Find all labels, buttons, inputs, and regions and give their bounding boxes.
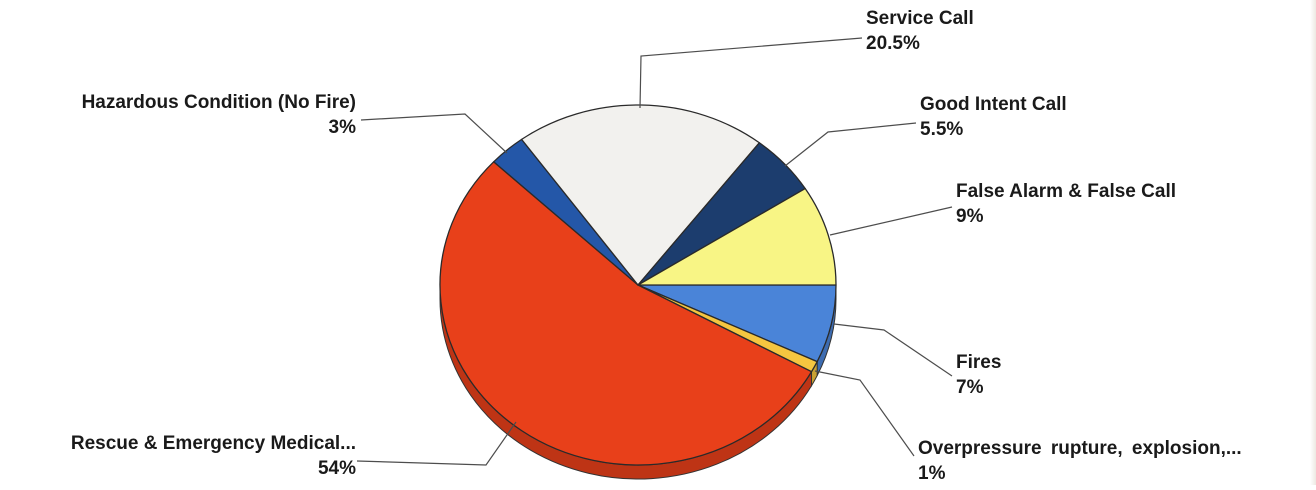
pie-slice-service-call: [520, 104, 761, 286]
leader-line-hazardous-condition-no-fire: [360, 113, 508, 154]
slice-label-rescue-emergency-medical: Rescue & Emergency Medical...: [71, 433, 356, 454]
slice-label-hazardous-condition-no-fire: Hazardous Condition (No Fire): [82, 92, 356, 113]
leader-line-overpressure-rupture-explosion: [814, 370, 915, 457]
slice-label-fires: Fires: [956, 352, 1001, 373]
leader-line-service-call: [639, 37, 863, 109]
slice-value-hazardous-condition-no-fire: 3%: [329, 117, 357, 138]
slice-label-overpressure-rupture-explosion: Overpressure rupture, explosion,...: [918, 438, 1242, 459]
leader-line-false-alarm-false-call: [829, 206, 953, 236]
slice-label-good-intent-call: Good Intent Call: [920, 94, 1067, 115]
slice-label-service-call: Service Call: [866, 8, 974, 29]
slice-value-overpressure-rupture-explosion: 1%: [918, 463, 946, 484]
leader-line-good-intent-call: [784, 122, 917, 167]
leader-line-rescue-emergency-medical: [356, 421, 517, 466]
slice-value-good-intent-call: 5.5%: [920, 119, 963, 140]
pie-slice-rescue-emergency-medical: [439, 161, 813, 466]
slice-value-rescue-emergency-medical: 54%: [318, 458, 356, 479]
slice-value-false-alarm-false-call: 9%: [956, 206, 984, 227]
leader-line-fires: [833, 323, 953, 377]
scan-edge: [1310, 0, 1316, 485]
pie-slice-false-alarm-false-call: [637, 187, 837, 286]
slice-value-fires: 7%: [956, 377, 984, 398]
slice-label-false-alarm-false-call: False Alarm & False Call: [956, 181, 1176, 202]
slice-value-service-call: 20.5%: [866, 33, 920, 54]
